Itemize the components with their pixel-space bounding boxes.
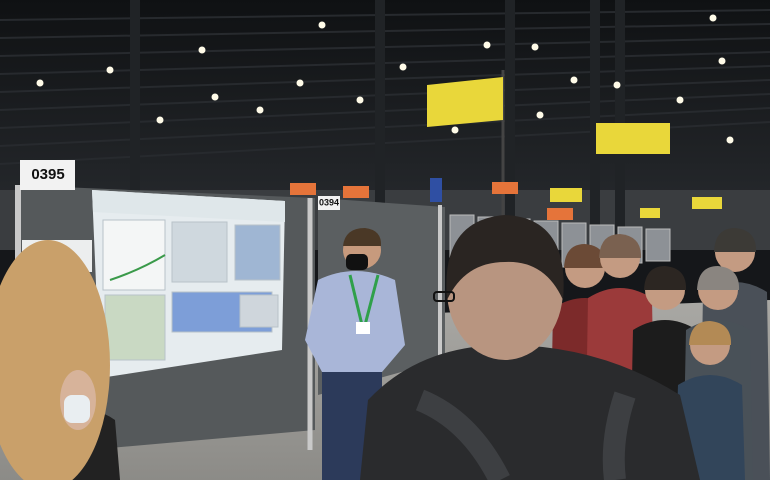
orange-sign bbox=[343, 186, 369, 198]
lanyard bbox=[363, 274, 380, 326]
booth-tag bbox=[20, 160, 75, 190]
booth-number: 0395 bbox=[31, 166, 64, 183]
ceiling-light bbox=[356, 96, 364, 104]
ceiling-light bbox=[676, 96, 684, 104]
ceiling-light bbox=[399, 63, 407, 71]
attendee-hair bbox=[714, 228, 757, 252]
booth-tag bbox=[318, 196, 340, 210]
glasses bbox=[433, 291, 455, 302]
hanging-sign bbox=[640, 208, 660, 218]
poster-header bbox=[92, 190, 285, 222]
orange-sign bbox=[547, 208, 573, 220]
ceiling-light bbox=[483, 41, 491, 49]
column bbox=[590, 0, 600, 240]
column bbox=[615, 0, 625, 240]
column bbox=[130, 0, 140, 240]
ceiling-light bbox=[718, 57, 726, 65]
poster-figure bbox=[234, 224, 281, 281]
poster-figure bbox=[171, 221, 228, 283]
backpack-strap bbox=[415, 389, 510, 480]
column bbox=[375, 0, 385, 240]
foreground bbox=[0, 215, 770, 480]
ceiling-light bbox=[536, 111, 544, 119]
attendee-hair bbox=[564, 244, 607, 268]
hanging-sign bbox=[692, 197, 722, 209]
ceiling-light bbox=[36, 79, 44, 87]
orange-sign bbox=[492, 182, 518, 194]
ceiling-light bbox=[296, 79, 304, 87]
face-mask bbox=[64, 395, 90, 423]
ceiling-light bbox=[211, 93, 219, 101]
ceiling-light bbox=[106, 66, 114, 74]
face-mask bbox=[346, 254, 368, 270]
poster-figure bbox=[104, 294, 166, 361]
hanging-sign bbox=[427, 77, 503, 127]
attendee-hair bbox=[446, 215, 564, 300]
ceiling-light bbox=[726, 136, 734, 144]
ceiling-light bbox=[318, 21, 326, 29]
attendee-hair bbox=[599, 234, 642, 258]
ceiling-light bbox=[256, 106, 264, 114]
presenter-shirt bbox=[305, 271, 405, 372]
ceiling-light bbox=[198, 46, 206, 54]
ceiling-light bbox=[570, 76, 578, 84]
distant-board bbox=[645, 228, 671, 262]
attendee-hair bbox=[697, 266, 740, 290]
attendee-hair bbox=[644, 266, 687, 290]
booth-number: 0394 bbox=[319, 197, 339, 207]
backpack-strap bbox=[602, 391, 636, 480]
labels: 0395 0394 bbox=[31, 166, 339, 207]
hanging-sign bbox=[596, 123, 670, 154]
ceiling-light bbox=[451, 126, 459, 134]
presenter-hair bbox=[343, 228, 382, 246]
column bbox=[505, 0, 515, 240]
ceiling-light bbox=[156, 116, 164, 124]
badge bbox=[356, 322, 370, 334]
poster-curve bbox=[109, 254, 166, 281]
attendee-hair bbox=[689, 321, 732, 345]
ceiling-light bbox=[613, 81, 621, 89]
orange-sign bbox=[290, 183, 316, 195]
lanyard bbox=[348, 274, 364, 326]
blue-sign bbox=[430, 178, 442, 202]
hanging-sign bbox=[550, 188, 582, 202]
ceiling-light bbox=[709, 14, 717, 22]
ceiling-light bbox=[531, 43, 539, 51]
poster-figure bbox=[239, 294, 279, 328]
